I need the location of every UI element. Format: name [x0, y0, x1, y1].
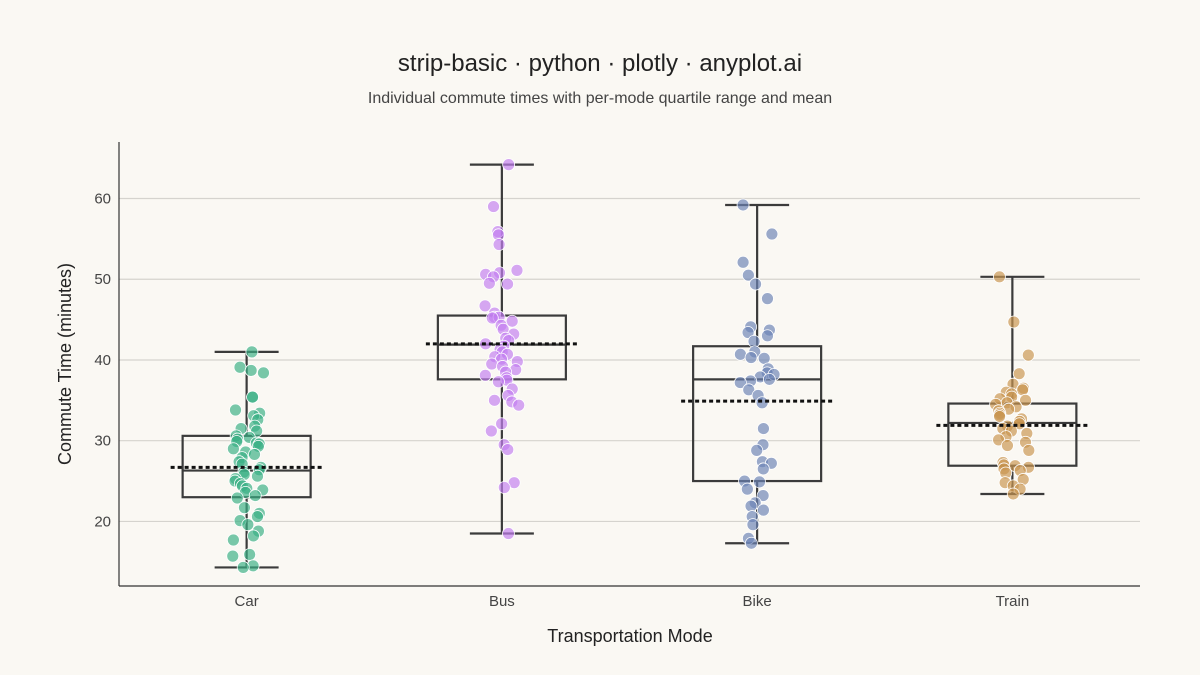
data-point: [733, 376, 747, 389]
y-tick-label: 20: [94, 513, 111, 530]
data-point: [1019, 393, 1032, 407]
data-point: [512, 398, 526, 412]
data-point: [993, 410, 1006, 423]
data-point: [478, 299, 492, 313]
data-point: [734, 347, 747, 361]
data-point: [230, 491, 244, 505]
data-point: [756, 489, 770, 502]
data-point: [484, 424, 498, 438]
data-point: [1021, 348, 1035, 362]
data-point: [236, 561, 250, 574]
data-point: [744, 499, 758, 513]
data-point: [492, 238, 506, 251]
data-point: [1001, 439, 1014, 452]
data-point: [501, 443, 515, 456]
data-point: [251, 510, 264, 523]
data-point: [251, 469, 264, 483]
data-point: [505, 314, 519, 328]
data-point: [765, 227, 779, 241]
x-tick-label: Bus: [489, 593, 515, 610]
data-point: [746, 518, 760, 532]
data-point: [761, 292, 774, 306]
x-tick-label: Car: [235, 593, 259, 610]
data-point: [492, 375, 505, 389]
data-point: [227, 442, 240, 456]
data-point: [488, 393, 501, 407]
x-axis-title: Transportation Mode: [547, 626, 712, 646]
data-point: [495, 417, 509, 431]
y-tick-label: 30: [94, 433, 111, 450]
data-point: [741, 268, 755, 282]
data-point: [233, 360, 247, 374]
data-point: [485, 357, 499, 371]
data-point: [744, 536, 758, 550]
data-point: [741, 326, 755, 339]
chart-subtitle: Individual commute times with per-mode q…: [368, 90, 832, 107]
mean-lines: [170, 342, 1089, 469]
data-point: [243, 548, 257, 561]
data-point: [502, 158, 516, 172]
tick-labels: 20 30 40 50 60 Car Bus Bike Train: [94, 191, 1029, 610]
data-point: [257, 366, 270, 380]
chart-title: strip-basic · python · plotly · anyplot.…: [398, 50, 802, 77]
data-point: [753, 475, 766, 489]
data-point: [502, 527, 515, 540]
x-tick-label: Bike: [743, 593, 772, 610]
data-point: [750, 443, 764, 457]
gridlines: [119, 197, 1140, 523]
data-point: [742, 383, 756, 397]
y-tick-label: 60: [94, 191, 111, 208]
data-point: [245, 345, 259, 359]
data-point: [740, 482, 754, 496]
data-point: [993, 270, 1006, 284]
data-point: [482, 276, 496, 290]
data-point: [744, 351, 758, 364]
y-tick-label: 40: [94, 352, 111, 369]
data-point: [497, 481, 511, 494]
data-point: [736, 255, 750, 269]
data-point: [510, 263, 524, 277]
data-point: [1016, 383, 1029, 397]
data-points: [226, 158, 1036, 574]
data-point: [501, 277, 514, 291]
data-point: [247, 529, 260, 543]
data-point: [749, 277, 762, 291]
box-plots: [181, 163, 1078, 569]
data-point: [736, 198, 750, 212]
data-point: [248, 489, 262, 502]
data-point: [487, 200, 500, 213]
data-point: [248, 448, 261, 461]
data-point: [227, 533, 240, 547]
data-point: [229, 403, 242, 417]
data-point: [238, 501, 251, 515]
data-point: [478, 368, 492, 382]
data-point: [244, 364, 258, 377]
data-point: [757, 503, 770, 517]
data-point: [756, 462, 770, 476]
data-point: [226, 549, 240, 563]
data-point: [761, 329, 774, 343]
data-point: [1006, 487, 1020, 501]
data-point: [1012, 367, 1026, 381]
x-tick-label: Train: [996, 593, 1030, 610]
data-point: [246, 390, 259, 404]
data-point: [241, 518, 255, 532]
data-point: [757, 422, 770, 435]
data-point: [485, 311, 499, 325]
data-point: [762, 372, 776, 386]
axes: [118, 142, 1140, 587]
data-point: [1022, 443, 1036, 457]
y-tick-label: 50: [94, 271, 111, 288]
y-axis-title: Commute Time (minutes): [55, 263, 75, 465]
data-point: [1007, 315, 1021, 329]
data-point: [755, 396, 769, 410]
